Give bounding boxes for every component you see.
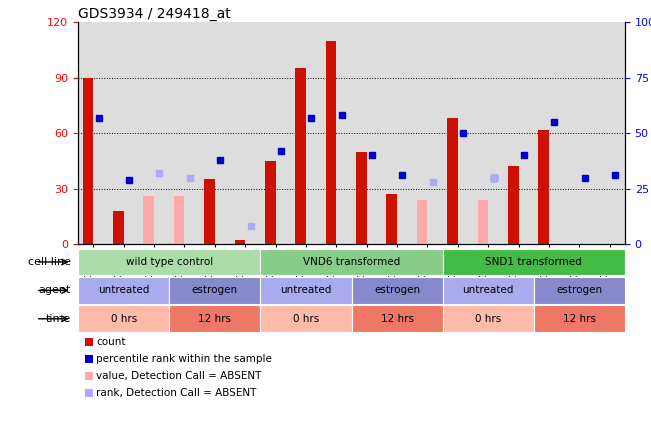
Text: untreated: untreated [98,285,149,295]
Bar [508,166,519,244]
Bar [356,152,367,244]
Text: estrogen: estrogen [557,285,602,295]
Bar [417,200,428,244]
Text: GDS3934 / 249418_at: GDS3934 / 249418_at [78,7,231,21]
Text: value, Detection Call = ABSENT: value, Detection Call = ABSENT [96,371,262,381]
Bar [447,119,458,244]
Bar [113,211,124,244]
Text: time: time [46,314,71,324]
Bar [204,179,215,244]
Bar [174,196,184,244]
Text: untreated: untreated [463,285,514,295]
Text: cell line: cell line [28,257,71,267]
Bar [326,41,337,244]
Text: estrogen: estrogen [374,285,420,295]
Text: untreated: untreated [281,285,331,295]
Text: VND6 transformed: VND6 transformed [303,257,400,267]
Bar [296,68,306,244]
Bar [265,161,275,244]
Bar [234,241,245,244]
Text: percentile rank within the sample: percentile rank within the sample [96,354,272,364]
Text: agent: agent [38,285,71,295]
Bar [387,194,397,244]
Bar [143,196,154,244]
Bar [538,130,549,244]
Text: 0 hrs: 0 hrs [293,314,319,324]
Text: SND1 transformed: SND1 transformed [486,257,582,267]
Bar [478,200,488,244]
Text: 0 hrs: 0 hrs [475,314,501,324]
Text: count: count [96,337,126,347]
Text: rank, Detection Call = ABSENT: rank, Detection Call = ABSENT [96,388,256,398]
Text: wild type control: wild type control [126,257,213,267]
Bar [83,78,93,244]
Text: estrogen: estrogen [192,285,238,295]
Text: 12 hrs: 12 hrs [381,314,413,324]
Text: 0 hrs: 0 hrs [111,314,137,324]
Text: 12 hrs: 12 hrs [199,314,231,324]
Text: 12 hrs: 12 hrs [563,314,596,324]
